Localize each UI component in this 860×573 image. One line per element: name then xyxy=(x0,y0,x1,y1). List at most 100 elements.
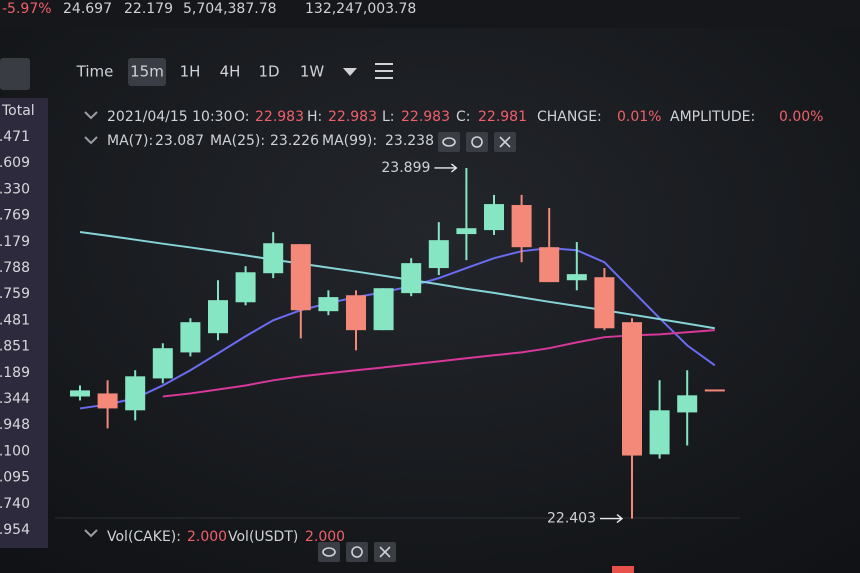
side-value: 7.189 xyxy=(0,365,30,381)
side-value: 3.481 xyxy=(0,312,30,328)
legend-label: MA(99): xyxy=(322,133,377,149)
candle-body xyxy=(373,288,394,331)
ohlc-label: C: xyxy=(456,109,471,125)
candle-body xyxy=(208,300,228,334)
ohlc-label: AMPLITUDE: xyxy=(670,109,755,125)
side-value: 2.948 xyxy=(0,417,30,433)
side-value: 5.330 xyxy=(0,181,30,197)
side-value: 3.740 xyxy=(0,496,30,512)
extreme-arrow xyxy=(600,514,624,524)
side-value: 0.851 xyxy=(0,339,30,355)
volume-value: 2.000 xyxy=(305,529,345,545)
ohlc-date: 2021/04/15 10:30 xyxy=(107,109,233,125)
ohlc-value: 0.00% xyxy=(779,109,823,125)
volume-label: Vol(USDT) xyxy=(228,529,298,545)
candle-body xyxy=(511,205,532,248)
candle-body xyxy=(484,204,504,231)
collapse-icons[interactable] xyxy=(84,111,98,145)
candle-body xyxy=(70,390,90,397)
candle-body xyxy=(318,297,339,312)
interval-button[interactable]: 15m xyxy=(130,63,164,81)
legend-value: 23.087 xyxy=(155,133,204,149)
interval-active xyxy=(128,58,166,86)
candle-body xyxy=(566,274,587,281)
ohlc-bar: 2021/04/15 10:30 O: 22.983 H: 22.983 L: … xyxy=(107,109,823,125)
interval-button[interactable]: 1W xyxy=(300,63,325,81)
ohlc-value: 0.01% xyxy=(617,109,661,125)
ticker-value: 24.697 xyxy=(63,1,112,17)
interval-button[interactable]: Time xyxy=(76,63,114,81)
candle-body xyxy=(594,277,615,329)
side-value: 1.100 xyxy=(0,443,30,459)
collapse-icon[interactable] xyxy=(84,529,98,538)
side-value: 0.954 xyxy=(0,522,30,538)
legend-label: MA(7): xyxy=(107,133,153,149)
candle-body xyxy=(290,244,311,311)
side-value: 2.609 xyxy=(0,155,30,171)
candle-body xyxy=(263,243,284,274)
candle-body xyxy=(125,376,146,411)
volume-label: Vol(CAKE): xyxy=(107,529,181,545)
side-value: 3.759 xyxy=(0,286,30,302)
candle-body xyxy=(622,322,642,456)
ohlc-label: L: xyxy=(382,109,395,125)
ticker-strip xyxy=(0,0,860,28)
ma-icon-glyphs xyxy=(322,136,511,558)
side-value: 3.344 xyxy=(0,391,30,407)
ohlc-value: 22.983 xyxy=(255,109,304,125)
ohlc-label: CHANGE: xyxy=(537,109,602,125)
toolbar: Time 15m 1H 4H 1D 1W xyxy=(76,63,325,81)
interval-button[interactable]: 1D xyxy=(258,63,279,81)
extreme-label: 22.403 xyxy=(547,511,596,527)
ma-line xyxy=(79,247,716,410)
extreme-label: 23.899 xyxy=(381,160,430,176)
candle-body xyxy=(704,389,725,392)
candle-body xyxy=(649,410,670,455)
ohlc-value: 22.981 xyxy=(478,109,527,125)
candle-body xyxy=(401,263,422,294)
legend-value: 23.238 xyxy=(385,133,434,149)
candle-body xyxy=(97,393,118,409)
interval-button[interactable]: 1H xyxy=(180,63,201,81)
side-value: 3.788 xyxy=(0,260,30,276)
dropdown-icon[interactable] xyxy=(343,68,357,76)
ticker-value: 22.179 xyxy=(124,1,173,17)
settings-icon[interactable] xyxy=(375,63,393,79)
candle-body xyxy=(235,272,256,303)
legend-label: MA(25): xyxy=(210,133,265,149)
side-values: .471 2.609 5.330 2.769 3.179 3.788 3.759 3.481 0… xyxy=(0,129,30,538)
ohlc-value: 22.983 xyxy=(328,109,377,125)
candle-body xyxy=(152,348,173,379)
ticker: -5.97% 24.697 22.179 5,704,387.78 132,24… xyxy=(2,1,416,17)
candle-body xyxy=(346,295,366,331)
candle-body xyxy=(456,228,477,235)
extreme-arrow xyxy=(434,163,458,173)
interval-button[interactable]: 4H xyxy=(220,63,241,81)
volume-value: 2.000 xyxy=(187,529,227,545)
side-value: 2.769 xyxy=(0,208,30,224)
side-value: .471 xyxy=(0,129,30,145)
candle-body xyxy=(428,240,449,269)
ma-legend: MA(7): 23.087 MA(25): 23.226 MA(99): 23.… xyxy=(107,133,434,149)
legend-value: 23.226 xyxy=(270,133,319,149)
ticker-value: 132,247,003.78 xyxy=(305,1,416,17)
ticker-value: 5,704,387.78 xyxy=(183,1,277,17)
side-icon[interactable] xyxy=(0,58,30,90)
ohlc-value: 22.983 xyxy=(401,109,450,125)
side-panel xyxy=(0,98,48,548)
ohlc-label: H: xyxy=(307,109,322,125)
side-value: 3.179 xyxy=(0,234,30,250)
candle-body xyxy=(539,247,560,283)
candle-body xyxy=(180,322,201,353)
ohlc-label: O: xyxy=(234,109,250,125)
volume-legend: Vol(CAKE): 2.000 Vol(USDT) 2.000 xyxy=(107,529,345,545)
candle-body xyxy=(677,395,698,413)
volume-bar xyxy=(612,566,634,573)
plot: 23.899 22.403 xyxy=(70,160,725,527)
ticker-change: -5.97% xyxy=(2,1,52,17)
side-header: Total xyxy=(1,103,35,119)
side-value: 5.095 xyxy=(0,470,30,486)
